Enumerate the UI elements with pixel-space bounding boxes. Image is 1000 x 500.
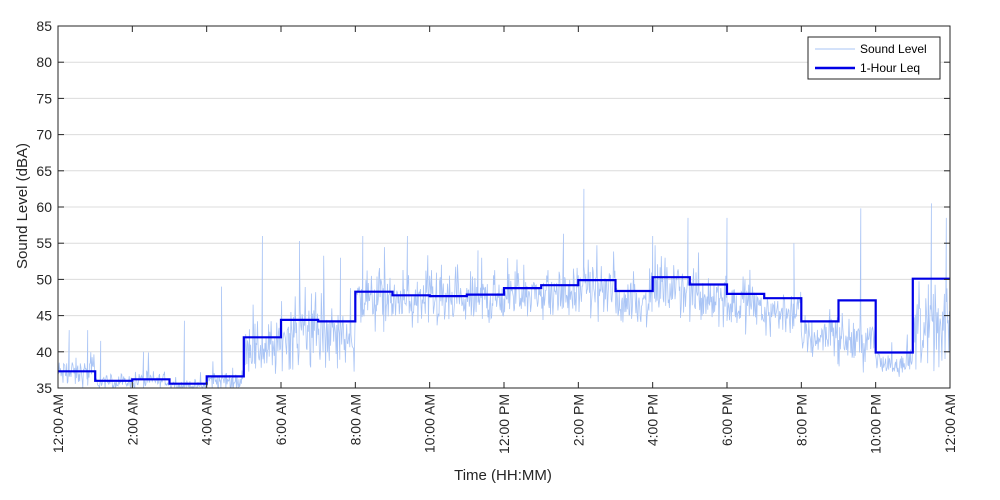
x-tick-label: 12:00 AM bbox=[50, 394, 66, 453]
x-tick-label: 8:00 AM bbox=[347, 394, 363, 445]
y-tick-label: 80 bbox=[36, 54, 52, 70]
y-axis-ticks: 35 40 45 50 55 60 65 70 75 80 85 bbox=[36, 18, 950, 396]
legend-label-leq: 1-Hour Leq bbox=[860, 61, 920, 75]
x-axis-ticks: 12:00 AM 2:00 AM 4:00 AM 6:00 AM 8:00 AM 10:0… bbox=[50, 26, 958, 454]
y-tick-label: 60 bbox=[36, 199, 52, 215]
x-tick-label: 6:00 PM bbox=[719, 394, 735, 446]
y-tick-label: 85 bbox=[36, 18, 52, 34]
gridlines bbox=[58, 25, 950, 389]
y-tick-label: 40 bbox=[36, 344, 52, 360]
legend-label-sound-level: Sound Level bbox=[860, 42, 927, 56]
y-tick-label: 70 bbox=[36, 127, 52, 143]
x-tick-label: 4:00 PM bbox=[645, 394, 661, 446]
x-tick-label: 8:00 PM bbox=[793, 394, 809, 446]
y-tick-label: 75 bbox=[36, 90, 52, 106]
x-tick-label: 2:00 PM bbox=[570, 394, 586, 446]
y-axis-label: Sound Level (dBA) bbox=[14, 143, 31, 269]
x-tick-label: 6:00 AM bbox=[273, 394, 289, 445]
x-tick-label: 12:00 PM bbox=[496, 394, 512, 454]
x-axis-label: Time (HH:MM) bbox=[454, 467, 552, 484]
legend-box bbox=[807, 36, 941, 80]
leq-series bbox=[58, 276, 950, 385]
x-tick-label: 4:00 AM bbox=[199, 394, 215, 445]
x-tick-label: 10:00 AM bbox=[422, 394, 438, 453]
y-tick-label: 65 bbox=[36, 163, 52, 179]
y-tick-label: 55 bbox=[36, 235, 52, 251]
y-tick-label: 35 bbox=[36, 380, 52, 396]
leq-step-line bbox=[58, 276, 950, 385]
y-tick-label: 50 bbox=[36, 271, 52, 287]
x-tick-label: 10:00 PM bbox=[868, 394, 884, 454]
x-tick-label: 12:00 AM bbox=[942, 394, 958, 453]
legend: Sound Level 1-Hour Leq bbox=[807, 36, 941, 80]
y-tick-label: 45 bbox=[36, 308, 52, 324]
x-tick-label: 2:00 AM bbox=[124, 394, 140, 445]
